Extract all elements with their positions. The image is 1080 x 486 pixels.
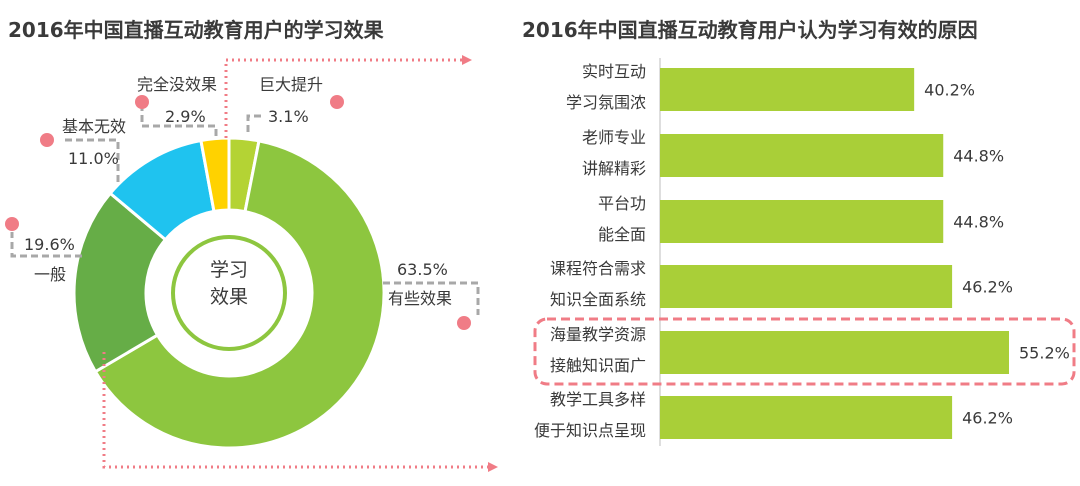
bar-5 <box>660 331 1009 374</box>
leader-line-ineffective <box>62 138 120 182</box>
pink-arrow-top <box>224 58 462 138</box>
bar-6 <box>660 396 953 439</box>
donut-slice-some-effect <box>93 139 386 450</box>
bar-3 <box>660 200 944 243</box>
pink-dot-some-effect <box>457 316 471 330</box>
bar-1 <box>660 68 915 111</box>
pink-dot-average <box>5 217 19 231</box>
pink-dot-large-improvement <box>330 95 344 109</box>
slice-label-average: 一般 <box>34 265 66 284</box>
bar-category-label-1-line1: 实时互动 <box>582 62 646 81</box>
leader-line-no-effect <box>140 108 218 136</box>
slice-label-ineffective: 基本无效 <box>62 117 126 136</box>
donut-center-label-line1: 学习 <box>210 259 248 281</box>
bar-category-label-5-line2: 接触知识面广 <box>550 356 646 375</box>
bar-4 <box>660 265 953 308</box>
leader-line-some-effect <box>383 281 480 315</box>
leader-line-large-improvement <box>246 114 262 132</box>
bar-value-label-6: 46.2% <box>962 409 1013 428</box>
pink-dot-ineffective <box>40 133 54 147</box>
bar-category-label-6-line1: 教学工具多样 <box>550 390 646 409</box>
donut-slices <box>72 136 386 450</box>
donut-chart: 2016年中国直播互动教育用户的学习效果 学习 效果 <box>5 18 498 472</box>
bar-category-label-1-line2: 学习氛围浓 <box>566 93 646 112</box>
slice-value-large-improvement: 3.1% <box>268 107 309 126</box>
slice-value-ineffective: 11.0% <box>68 149 119 168</box>
bar-2 <box>660 134 944 177</box>
slice-label-some-effect: 有些效果 <box>388 289 452 308</box>
bar-value-label-5: 55.2% <box>1019 344 1070 363</box>
bar-category-label-3-line1: 平台功 <box>598 194 646 213</box>
donut-slice-average <box>72 191 168 374</box>
highlight-box <box>533 317 1076 386</box>
bar-category-label-6-line2: 便于知识点呈现 <box>534 421 646 440</box>
pink-arrow-head-bottom <box>488 462 498 472</box>
slice-value-no-effect: 2.9% <box>165 107 206 126</box>
pink-arrow-head-top <box>462 55 472 65</box>
donut-center-ring <box>171 235 287 351</box>
bar-category-label-3-line2: 能全面 <box>598 225 646 244</box>
leader-line-average <box>10 232 82 258</box>
leader-lines <box>10 108 480 315</box>
bar-value-label-2: 44.8% <box>953 147 1004 166</box>
bar-category-label-4-line2: 知识全面系统 <box>550 290 646 309</box>
pink-arrow-bottom <box>102 352 488 469</box>
slice-value-average: 19.6% <box>24 235 75 254</box>
donut-slice-no-effect <box>199 136 231 214</box>
bar-chart-title: 2016年中国直播互动教育用户认为学习有效的原因 <box>522 18 978 42</box>
slice-label-no-effect: 完全没效果 <box>137 75 217 94</box>
pink-dots <box>5 95 471 330</box>
bar-value-label-1: 40.2% <box>924 81 975 100</box>
slice-value-some-effect: 63.5% <box>397 260 448 279</box>
bar-value-label-3: 44.8% <box>953 213 1004 232</box>
bar-category-label-2-line2: 讲解精彩 <box>582 159 646 178</box>
pink-arrows <box>102 58 488 469</box>
bar-chart: 2016年中国直播互动教育用户认为学习有效的原因 40.2%实时互动学习氛围浓4… <box>522 18 1076 446</box>
donut-chart-title: 2016年中国直播互动教育用户的学习效果 <box>8 18 384 42</box>
bar-category-label-2-line1: 老师专业 <box>582 128 646 147</box>
donut-center-label-line2: 效果 <box>210 286 248 308</box>
slice-label-large-improvement: 巨大提升 <box>259 75 323 94</box>
bar-value-label-4: 46.2% <box>962 278 1013 297</box>
bar-category-label-4-line1: 课程符合需求 <box>550 259 646 278</box>
pink-dot-no-effect <box>135 95 149 109</box>
bar-category-label-5-line1: 海量教学资源 <box>550 325 646 344</box>
